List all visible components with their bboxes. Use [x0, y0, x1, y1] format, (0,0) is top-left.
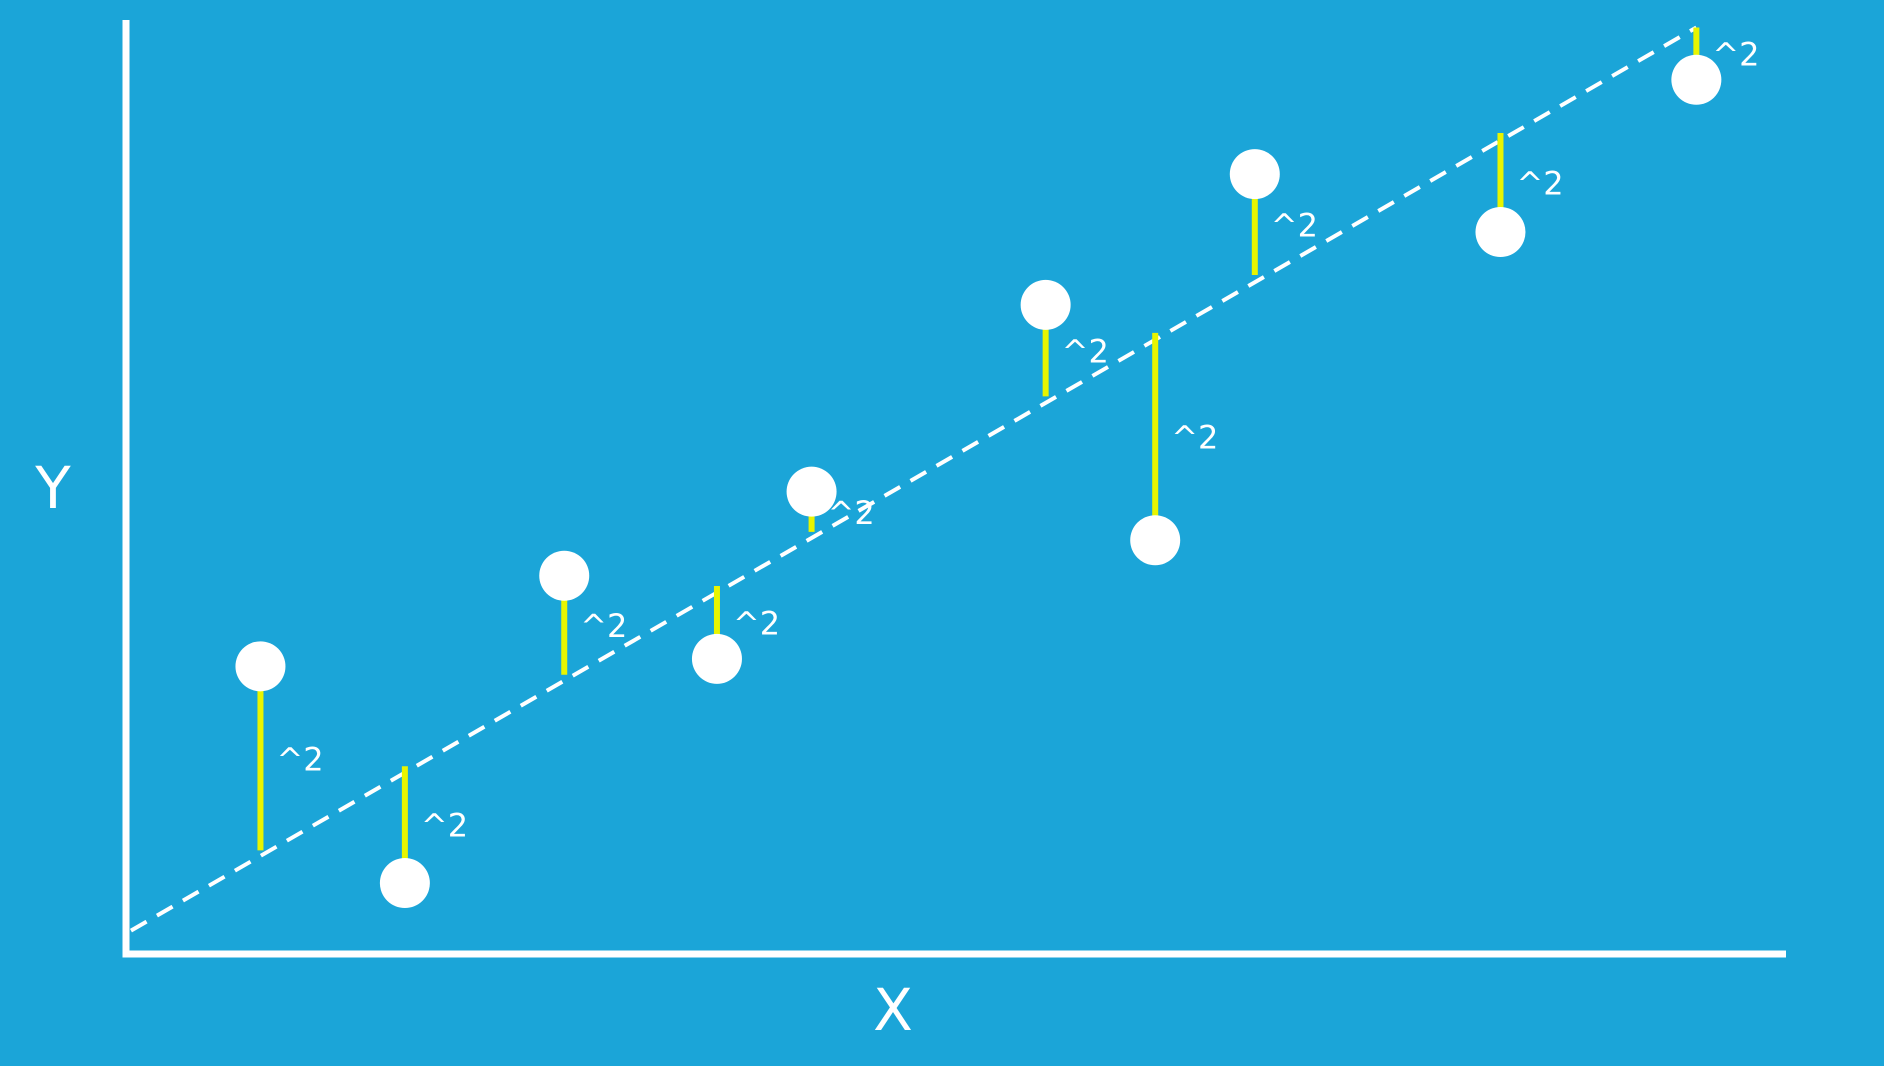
regression-line — [129, 25, 1698, 933]
data-point-9 — [1475, 207, 1526, 258]
data-point-10 — [1671, 54, 1722, 105]
residual-squared-label-9: ^2 — [1516, 165, 1563, 203]
data-point-6 — [1020, 279, 1071, 330]
residual-squared-label-4: ^2 — [733, 604, 780, 642]
residual-squared-label-7: ^2 — [1171, 419, 1218, 457]
data-point-4 — [691, 633, 742, 684]
residual-squared-label-8: ^2 — [1271, 207, 1318, 245]
data-point-5 — [786, 466, 837, 517]
residual-squared-label-5: ^2 — [828, 494, 875, 532]
residual-squared-label-10: ^2 — [1712, 36, 1759, 74]
data-point-1 — [235, 641, 286, 692]
data-point-2 — [379, 858, 430, 909]
residual-squared-label-3: ^2 — [580, 607, 627, 645]
plot-area: ^2 ^2 ^2 ^2 ^2 ^2 ^2 ^2 ^2 ^2 — [129, 25, 1760, 933]
residual-squared-label-6: ^2 — [1062, 333, 1109, 371]
residual-squared-label-2: ^2 — [421, 807, 468, 845]
x-axis-label: X — [873, 976, 913, 1044]
y-axis-label: Y — [34, 454, 71, 522]
data-point-7 — [1130, 515, 1181, 566]
data-point-8 — [1229, 149, 1280, 200]
residual-squared-label-1: ^2 — [276, 740, 323, 778]
data-point-3 — [539, 550, 590, 601]
